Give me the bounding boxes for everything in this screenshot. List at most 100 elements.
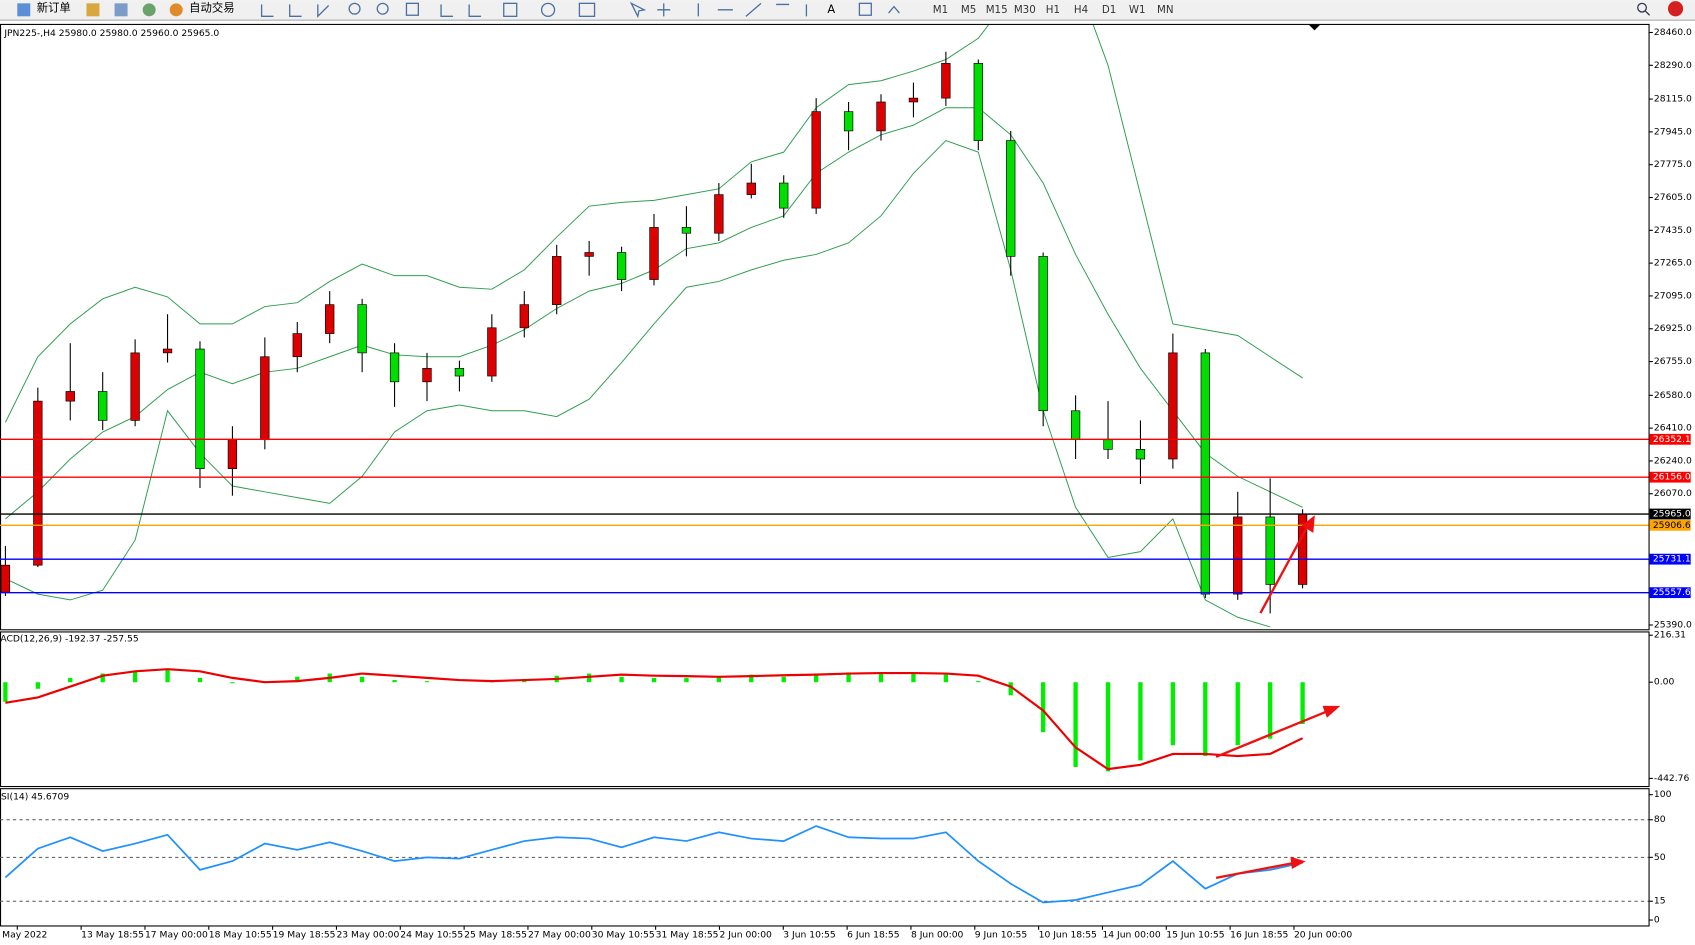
- time-label: 10 Jun 18:55: [1039, 930, 1097, 941]
- y-tick-label: 100: [1654, 789, 1672, 800]
- candle-body: [292, 333, 302, 358]
- chart-type-icons[interactable]: [260, 4, 330, 18]
- y-tick-label: 26580.0: [1654, 390, 1692, 401]
- candle-body: [1168, 352, 1178, 460]
- time-label: 13 May 18:55: [81, 930, 144, 941]
- y-tick-label: 0: [1654, 915, 1660, 926]
- indicators-icon[interactable]: [503, 2, 518, 17]
- notification-badge[interactable]: [1667, 1, 1684, 17]
- candle-body: [811, 111, 821, 209]
- toolbar-icon[interactable]: [86, 3, 100, 17]
- timeframe-button[interactable]: M1: [933, 4, 948, 16]
- time-label: 27 May 00:00: [528, 930, 591, 941]
- price-tag-label: 25906.6: [1653, 520, 1691, 531]
- macd-bar: [943, 674, 949, 683]
- time-label: 19 May 18:55: [273, 930, 336, 941]
- toolbar-icon[interactable]: [142, 3, 156, 17]
- text-label-icon[interactable]: [858, 2, 872, 16]
- macd-bar: [132, 671, 138, 683]
- toolbar-icon[interactable]: [114, 3, 128, 17]
- bollinger-band: [5, 140, 1271, 628]
- zoom-in-icon[interactable]: [348, 2, 361, 15]
- candle-body: [519, 304, 529, 329]
- periods-icon[interactable]: [540, 2, 556, 17]
- shapes-icon[interactable]: [888, 5, 900, 14]
- rsi-line: [4, 825, 1303, 904]
- macd-bar: [100, 673, 105, 683]
- macd-bar: [586, 673, 592, 683]
- price-tag-label: 26156.0: [1653, 472, 1691, 483]
- macd-arrow: [1215, 709, 1331, 758]
- timeframe-button[interactable]: M5: [961, 4, 976, 16]
- time-label: 2 Jun 00:00: [719, 930, 772, 941]
- candle-body: [1006, 140, 1016, 257]
- y-tick-label: 25390.0: [1654, 619, 1692, 630]
- candle-body: [130, 352, 140, 421]
- candle-body: [681, 227, 692, 234]
- time-label: 6 Jun 18:55: [847, 930, 900, 941]
- y-tick-label: 28460.0: [1654, 27, 1692, 38]
- price-tag: [1649, 471, 1691, 483]
- candle-body: [1265, 516, 1275, 585]
- candle-body: [714, 194, 724, 234]
- macd-bar: [878, 672, 884, 683]
- scroll-icons[interactable]: [440, 4, 482, 17]
- candle-body: [1070, 410, 1081, 441]
- time-label: 25 May 18:55: [464, 930, 527, 941]
- timeframe-button[interactable]: H4: [1074, 4, 1088, 16]
- y-tick-label: 27095.0: [1654, 290, 1692, 301]
- timeframe-button[interactable]: M30: [1014, 4, 1036, 16]
- text-tool[interactable]: A: [827, 2, 835, 16]
- y-tick-label: 27435.0: [1654, 225, 1692, 236]
- new-order-button[interactable]: 新订单: [37, 1, 71, 15]
- candle-body: [33, 400, 43, 566]
- candle-body: [357, 304, 367, 354]
- y-tick-label: 0.00: [1654, 677, 1675, 688]
- y-tick-label: 28115.0: [1654, 94, 1692, 105]
- macd-bar: [1300, 682, 1305, 725]
- macd-bar: [749, 674, 754, 683]
- price-tag-label: 26352.1: [1653, 434, 1691, 445]
- y-tick-label: 27775.0: [1654, 159, 1692, 170]
- tile-icon[interactable]: [405, 2, 419, 16]
- drawing-tools[interactable]: [629, 1, 808, 19]
- trend-arrows: [1215, 515, 1341, 880]
- search-icon[interactable]: [1637, 2, 1651, 16]
- auto-trading-icon[interactable]: [169, 3, 183, 17]
- macd-bar: [295, 676, 300, 683]
- y-tick-label: 28290.0: [1654, 60, 1692, 71]
- time-label: 31 May 18:55: [656, 930, 719, 941]
- timeframe-button[interactable]: M15: [986, 4, 1008, 16]
- macd-bar: [392, 680, 397, 683]
- macd-bar: [165, 670, 170, 683]
- zoom-out-icon[interactable]: [376, 2, 389, 15]
- macd-bar: [230, 682, 235, 684]
- y-tick-label: 216.31: [1654, 630, 1686, 641]
- y-tick-label: 27945.0: [1654, 126, 1692, 137]
- main-panel: [0, 23, 1650, 631]
- templates-icon[interactable]: [578, 2, 596, 17]
- auto-trading-button[interactable]: 自动交易: [189, 1, 234, 15]
- macd-bar: [1138, 682, 1143, 761]
- price-arrow: [1259, 524, 1310, 614]
- timeframe-button[interactable]: MN: [1157, 4, 1174, 16]
- y-tick-label: 15: [1654, 896, 1666, 907]
- timeframe-button[interactable]: W1: [1129, 4, 1146, 16]
- time-label: 23 May 00:00: [336, 930, 399, 941]
- timeframe-button[interactable]: D1: [1102, 4, 1116, 16]
- timeframe-button[interactable]: H1: [1046, 4, 1060, 16]
- candle-body: [65, 391, 75, 402]
- macd-bar: [651, 677, 657, 683]
- macd-bar: [1073, 682, 1078, 767]
- macd-bar: [35, 682, 40, 689]
- macd-bar: [1105, 682, 1111, 772]
- price-tag-label: 25557.6: [1653, 587, 1691, 598]
- price-tag-label: 25965.0: [1653, 509, 1691, 520]
- new-order-icon[interactable]: [17, 3, 31, 17]
- macd-bar: [813, 673, 819, 683]
- time-label: 16 Jun 18:55: [1230, 930, 1288, 941]
- toolbar: [0, 0, 1695, 20]
- time-label: 18 May 10:55: [209, 930, 272, 941]
- macd-bar: [781, 676, 786, 683]
